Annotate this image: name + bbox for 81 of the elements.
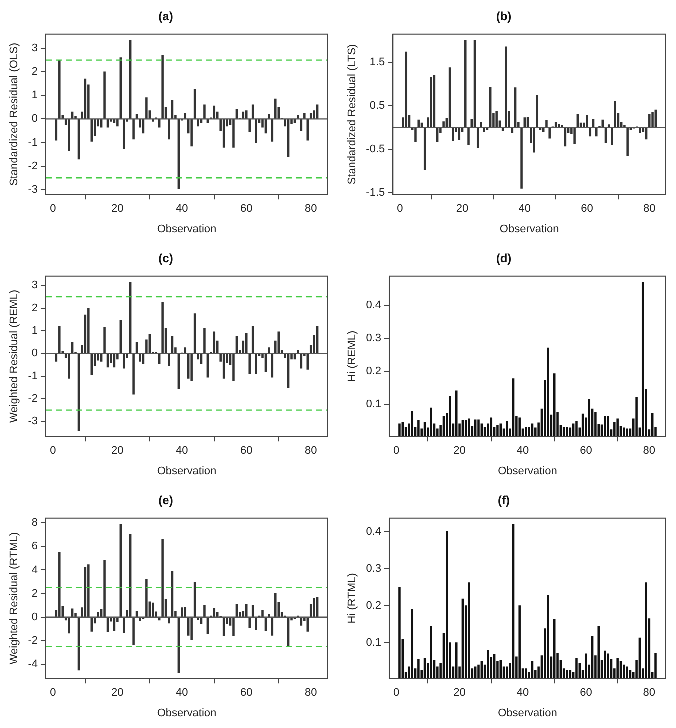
x-tick-label: 0: [50, 445, 56, 458]
y-tick-label: 1.5: [370, 56, 386, 68]
x-axis-title: Observation: [157, 465, 217, 478]
x-tick-label: 0: [50, 687, 56, 700]
chart-title: (d): [496, 252, 512, 266]
y-tick-label: -1.5: [366, 186, 386, 199]
x-tick-label: 80: [304, 203, 318, 216]
y-tick-label: 0.2: [366, 365, 382, 378]
y-axis-title: Hi (REML): [346, 330, 359, 382]
y-tick-label: 0: [32, 113, 38, 126]
y-tick-label: 0.5: [370, 100, 386, 112]
x-tick-label: 60: [240, 203, 253, 216]
y-axis-title: Weighted Residual (RTML): [8, 532, 21, 665]
x-axis-title: Observation: [157, 223, 217, 236]
x-tick-label: 60: [580, 445, 592, 458]
y-tick-label: -3: [28, 416, 38, 428]
y-tick-label: 6: [32, 540, 38, 553]
x-axis-title: Observation: [500, 223, 560, 236]
y-tick-label: -2: [28, 634, 38, 647]
x-tick-label: 80: [643, 687, 656, 700]
y-tick-label: 3: [32, 280, 38, 292]
x-tick-label: 60: [240, 687, 253, 700]
y-tick-label: 0.3: [366, 562, 382, 575]
y-tick-label: 0.1: [366, 398, 382, 410]
y-axis-title: Weighted Residual (REML): [8, 290, 21, 424]
chart-title: (e): [158, 494, 174, 508]
y-tick-label: -1: [28, 370, 38, 382]
y-axis-title: Standardized Residual (LTS): [346, 44, 359, 185]
x-tick-label: 0: [394, 445, 400, 458]
x-tick-label: 40: [518, 203, 532, 216]
y-tick-label: -1: [28, 136, 38, 149]
y-tick-label: -2: [28, 393, 38, 406]
y-tick-label: -0.5: [366, 143, 386, 156]
y-tick-label: 0.4: [366, 299, 382, 312]
y-tick-label: -2: [28, 160, 38, 172]
x-axis-title: Observation: [498, 465, 558, 478]
y-tick-label: 0.1: [366, 637, 382, 650]
y-tick-label: 0: [32, 611, 38, 624]
chart-title: (b): [496, 10, 512, 24]
x-tick-label: 40: [176, 687, 188, 700]
chart-title: (a): [158, 10, 174, 24]
x-tick-label: 20: [112, 445, 124, 458]
y-tick-label: 0: [32, 348, 38, 360]
x-tick-label: 60: [581, 203, 594, 216]
x-tick-label: 0: [397, 203, 404, 216]
y-tick-label: 8: [32, 517, 38, 530]
y-tick-label: 0.4: [366, 526, 382, 538]
x-tick-label: 40: [176, 445, 188, 458]
x-tick-label: 80: [643, 445, 656, 458]
x-tick-label: 40: [516, 687, 530, 700]
y-tick-label: 2: [32, 302, 38, 314]
y-tick-label: 4: [32, 564, 38, 576]
x-axis-title: Observation: [157, 707, 217, 720]
x-tick-label: 40: [176, 203, 188, 216]
y-tick-label: 1: [32, 90, 38, 102]
x-tick-label: 20: [454, 445, 466, 458]
x-tick-label: 80: [304, 687, 318, 700]
y-tick-label: -4: [28, 658, 38, 670]
y-tick-label: 0.3: [366, 332, 382, 344]
chart-title: (f): [498, 494, 510, 508]
x-axis-title: Observation: [498, 707, 558, 720]
chart-title: (c): [158, 252, 174, 266]
y-axis-title: Standardized Residual (OLS): [8, 42, 21, 186]
x-tick-label: 60: [580, 687, 592, 700]
x-tick-label: 20: [454, 687, 466, 700]
x-tick-label: 20: [456, 203, 469, 216]
x-tick-label: 0: [50, 203, 56, 216]
y-tick-label: 0.2: [366, 600, 382, 612]
y-axis-title: Hi (RTML): [346, 573, 359, 624]
y-tick-label: -3: [28, 184, 38, 196]
y-tick-label: 3: [32, 42, 38, 55]
x-tick-label: 0: [394, 687, 400, 700]
y-tick-label: 2: [32, 588, 38, 600]
y-tick-label: 1: [32, 325, 38, 338]
x-tick-label: 20: [112, 687, 124, 700]
x-tick-label: 80: [644, 203, 656, 216]
x-tick-label: 20: [112, 203, 124, 216]
x-tick-label: 60: [240, 445, 253, 458]
x-tick-label: 40: [516, 445, 530, 458]
y-tick-label: 2: [32, 66, 38, 78]
x-tick-label: 80: [304, 445, 318, 458]
